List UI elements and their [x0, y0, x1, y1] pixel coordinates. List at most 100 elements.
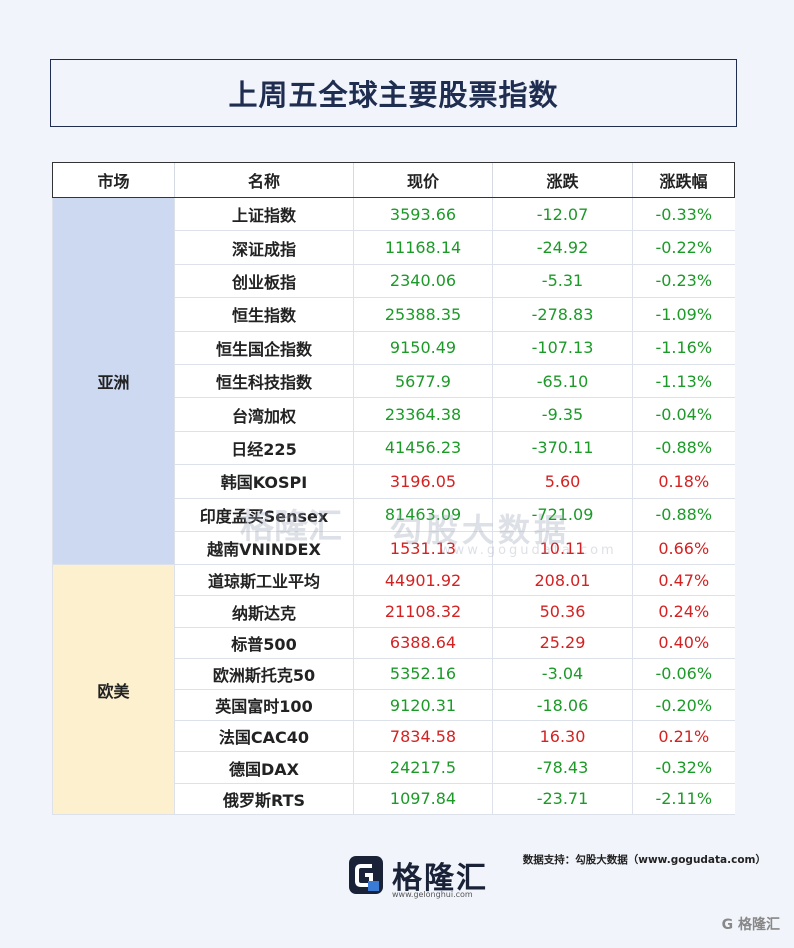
- col-header-name: 名称: [174, 162, 354, 198]
- index-change-pct: -1.16%: [632, 331, 735, 365]
- index-change: -65.10: [492, 364, 633, 399]
- brand-logo: 格隆汇 www.gelonghui.com: [348, 853, 488, 899]
- index-change-pct: -0.22%: [632, 230, 735, 265]
- index-price: 23364.38: [353, 397, 493, 432]
- index-change-pct: 0.18%: [632, 464, 735, 499]
- table-row: 英国富时100 9120.31 -18.06 -0.20%: [53, 689, 735, 722]
- page-title: 上周五全球主要股票指数: [228, 78, 559, 112]
- index-price: 9150.49: [353, 331, 493, 365]
- brand-name: 格隆汇: [392, 861, 488, 896]
- index-price: 11168.14: [353, 230, 493, 265]
- index-name: 深证成指: [174, 230, 354, 265]
- table-row: 深证成指 11168.14 -24.92 -0.22%: [53, 230, 735, 265]
- index-price: 3196.05: [353, 464, 493, 499]
- table-row: 韩国KOSPI 3196.05 5.60 0.18%: [53, 464, 735, 499]
- index-change: -107.13: [492, 331, 633, 365]
- index-change-pct: -0.88%: [632, 498, 735, 532]
- index-change-pct: 0.21%: [632, 720, 735, 753]
- index-table: 市场 名称 现价 涨跌 涨跌幅 亚洲 上证指数 3593.66 -12.07 -0.33…: [52, 162, 735, 815]
- index-change: -78.43: [492, 751, 633, 784]
- index-change-pct: -0.20%: [632, 689, 735, 722]
- index-name: 台湾加权: [174, 397, 354, 432]
- index-change: -370.11: [492, 431, 633, 466]
- region-asia: 亚洲: [52, 197, 175, 566]
- index-change: 16.30: [492, 720, 633, 753]
- corner-watermark: G 格隆汇: [721, 917, 780, 933]
- index-name: 标普500: [174, 627, 354, 659]
- index-change-pct: 0.66%: [632, 531, 735, 566]
- table-row: 纳斯达克 21108.32 50.36 0.24%: [53, 595, 735, 628]
- index-change-pct: -1.09%: [632, 297, 735, 332]
- index-name: 印度孟买Sensex: [174, 498, 354, 532]
- index-change: 25.29: [492, 627, 633, 659]
- index-change-pct: -0.32%: [632, 751, 735, 784]
- index-name: 俄罗斯RTS: [174, 783, 354, 815]
- table-row: 台湾加权 23364.38 -9.35 -0.04%: [53, 397, 735, 432]
- index-name: 纳斯达克: [174, 595, 354, 628]
- index-change: -721.09: [492, 498, 633, 532]
- index-change: 10.11: [492, 531, 633, 566]
- index-price: 5352.16: [353, 658, 493, 691]
- index-price: 7834.58: [353, 720, 493, 753]
- table-row: 欧美 道琼斯工业平均 44901.92 208.01 0.47%: [52, 564, 735, 815]
- data-source-note: 数据支持：勾股大数据（www.gogudata.com）: [522, 854, 766, 866]
- index-change-pct: -0.04%: [632, 397, 735, 432]
- index-change-pct: -0.06%: [632, 658, 735, 691]
- index-change: 208.01: [492, 564, 633, 597]
- index-change: 5.60: [492, 464, 633, 499]
- index-price: 81463.09: [353, 498, 493, 532]
- index-name: 日经225: [174, 431, 354, 466]
- index-price: 5677.9: [353, 364, 493, 399]
- index-change-pct: 0.40%: [632, 627, 735, 659]
- index-name: 韩国KOSPI: [174, 464, 354, 499]
- table-row: 欧洲斯托克50 5352.16 -3.04 -0.06%: [53, 658, 735, 691]
- index-change-pct: 0.47%: [632, 564, 735, 597]
- region-europe-us: 欧美: [52, 564, 175, 815]
- index-price: 21108.32: [353, 595, 493, 628]
- index-price: 9120.31: [353, 689, 493, 722]
- table-row: 标普500 6388.64 25.29 0.40%: [53, 627, 735, 659]
- table-row: 日经225 41456.23 -370.11 -0.88%: [53, 431, 735, 466]
- index-name: 道琼斯工业平均: [174, 564, 354, 597]
- index-change: -3.04: [492, 658, 633, 691]
- index-name: 恒生指数: [174, 297, 354, 332]
- table-row: 恒生国企指数 9150.49 -107.13 -1.16%: [53, 331, 735, 365]
- table-row: 创业板指 2340.06 -5.31 -0.23%: [53, 264, 735, 299]
- table-row: 印度孟买Sensex 81463.09 -721.09 -0.88%: [53, 498, 735, 532]
- index-change: 50.36: [492, 595, 633, 628]
- index-change: -278.83: [492, 297, 633, 332]
- table-row: 恒生指数 25388.35 -278.83 -1.09%: [53, 297, 735, 332]
- index-price: 24217.5: [353, 751, 493, 784]
- index-change: -24.92: [492, 230, 633, 265]
- index-name: 创业板指: [174, 264, 354, 299]
- index-price: 1097.84: [353, 783, 493, 815]
- index-change-pct: -0.23%: [632, 264, 735, 299]
- table-row: 越南VNINDEX 1531.13 10.11 0.66%: [53, 531, 735, 566]
- index-change: -12.07: [492, 197, 633, 232]
- brand-g-icon: [349, 856, 383, 894]
- table-row: 德国DAX 24217.5 -78.43 -0.32%: [53, 751, 735, 784]
- index-price: 3593.66: [353, 197, 493, 232]
- index-change-pct: -0.33%: [632, 197, 735, 232]
- index-name: 欧洲斯托克50: [174, 658, 354, 691]
- index-change-pct: -1.13%: [632, 364, 735, 399]
- index-price: 25388.35: [353, 297, 493, 332]
- table-row: 法国CAC40 7834.58 16.30 0.21%: [53, 720, 735, 753]
- index-change: -23.71: [492, 783, 633, 815]
- index-change: -5.31: [492, 264, 633, 299]
- index-price: 2340.06: [353, 264, 493, 299]
- index-price: 44901.92: [353, 564, 493, 597]
- index-change-pct: 0.24%: [632, 595, 735, 628]
- index-name: 恒生科技指数: [174, 364, 354, 399]
- index-name: 上证指数: [174, 197, 354, 232]
- title-box: 上周五全球主要股票指数: [50, 59, 737, 127]
- col-header-price: 现价: [353, 162, 493, 198]
- index-name: 德国DAX: [174, 751, 354, 784]
- table-row: 亚洲 上证指数 3593.66 -12.07 -0.33%: [52, 197, 735, 566]
- index-name: 法国CAC40: [174, 720, 354, 753]
- index-price: 6388.64: [353, 627, 493, 659]
- table-header: 市场 名称 现价 涨跌 涨跌幅: [52, 162, 735, 198]
- col-header-market: 市场: [52, 162, 175, 198]
- col-header-change: 涨跌: [492, 162, 633, 198]
- index-price: 1531.13: [353, 531, 493, 566]
